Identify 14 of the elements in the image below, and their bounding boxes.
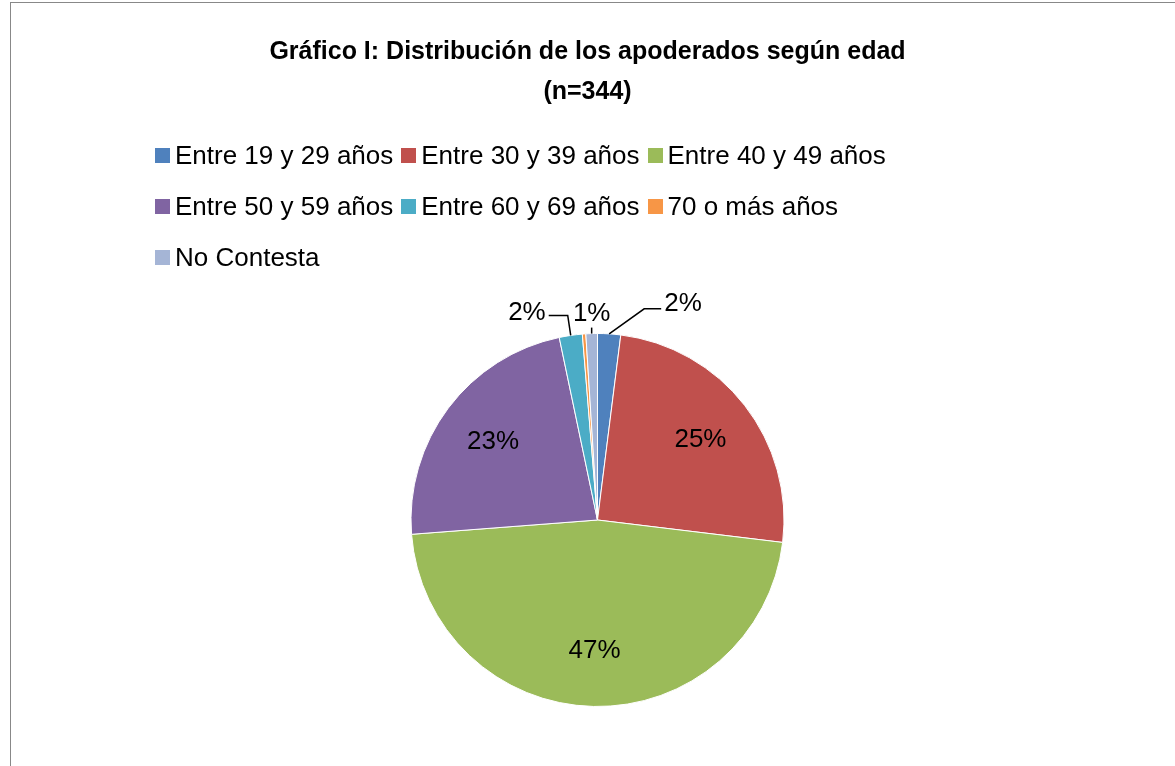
legend-label: Entre 40 y 49 años	[667, 139, 886, 172]
legend-label: Entre 19 y 29 años	[175, 139, 394, 172]
legend-label: 70 o más años	[667, 190, 839, 223]
legend-label: No Contesta	[175, 241, 320, 274]
data-label: 1%	[572, 296, 611, 327]
chart-title: Gráfico I: Distribución de los apoderados según edad (n=344)	[268, 35, 907, 106]
data-label: 25%	[674, 422, 727, 453]
data-label: 47%	[568, 633, 621, 664]
legend-label: Entre 60 y 69 años	[421, 190, 640, 223]
legend-label: Entre 30 y 39 años	[421, 139, 640, 172]
data-label: 2%	[664, 287, 702, 318]
legend-label: Entre 50 y 59 años	[175, 190, 394, 223]
data-label: 2%	[508, 295, 546, 326]
data-label: 23%	[467, 424, 520, 455]
